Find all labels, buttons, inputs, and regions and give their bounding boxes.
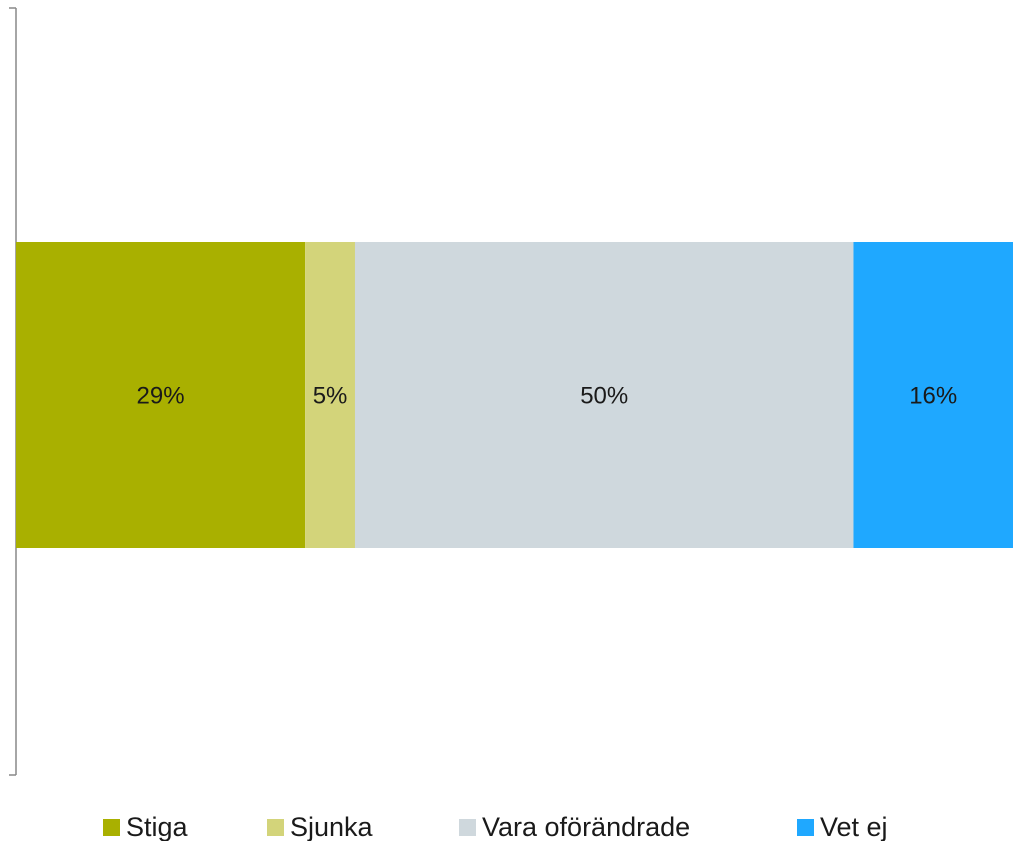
legend-label: Vara oförändrade [482,812,690,841]
data-label: 16% [909,382,957,409]
bar-segment [16,242,306,548]
data-label: 29% [137,382,185,409]
bar-segment [853,242,1013,548]
legend-swatch [797,819,814,836]
legend-label: Sjunka [290,812,374,841]
bar-segment [354,242,854,548]
legend-label: Vet ej [820,812,888,841]
legend-swatch [267,819,284,836]
data-label: 50% [580,382,628,409]
legend-swatch [459,819,476,836]
legend-label: Stiga [126,812,189,841]
data-label: 5% [313,382,348,409]
legend-swatch [103,819,120,836]
bar-segment [305,242,355,548]
